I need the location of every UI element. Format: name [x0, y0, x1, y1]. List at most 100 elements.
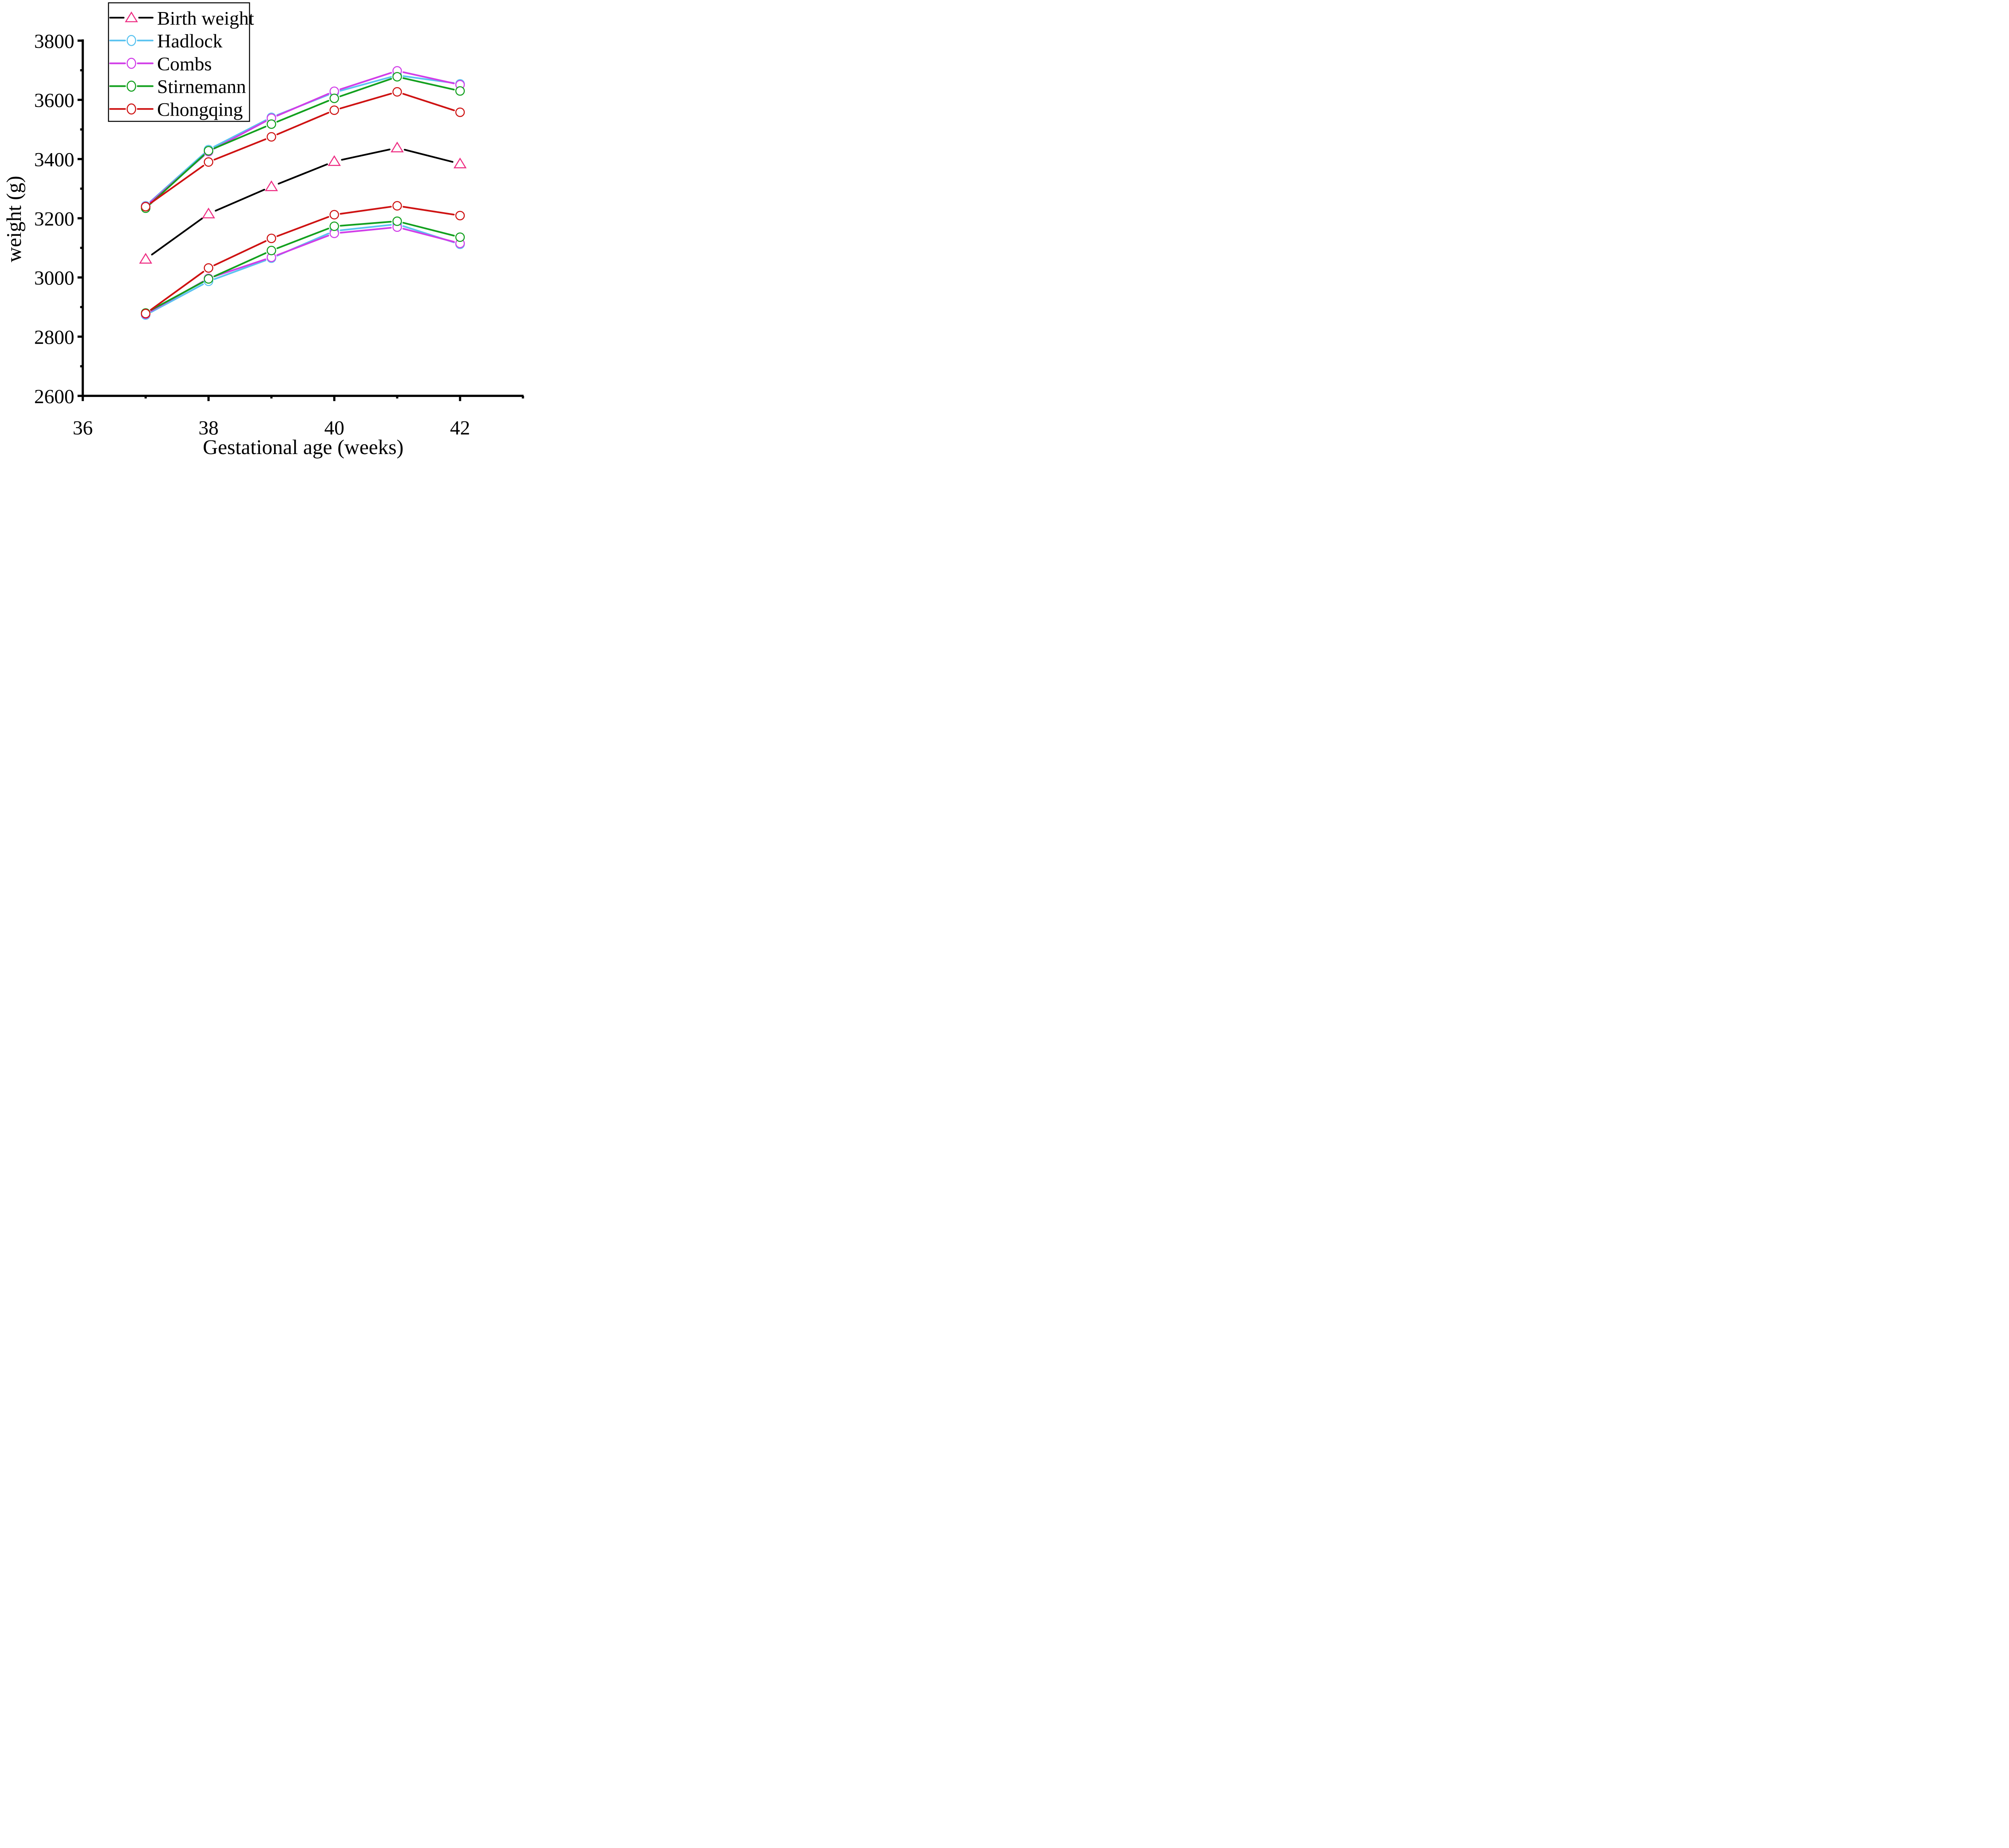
series-segment [340, 224, 392, 231]
legend-entry: Hadlock [109, 31, 223, 52]
series-segment [276, 216, 329, 237]
circle-marker [455, 211, 465, 221]
series-segment [213, 259, 266, 280]
series-segment [150, 271, 205, 311]
legend-label: Chongqing [157, 99, 243, 120]
circle-marker [455, 86, 465, 96]
circle-marker [392, 216, 402, 226]
series-segment [213, 125, 267, 149]
series-segment [150, 281, 204, 311]
x-axis-title: Gestational age (weeks) [203, 436, 404, 459]
series-segment [339, 78, 392, 97]
series-segment [213, 119, 267, 148]
legend-label: Stirnemann [157, 76, 246, 98]
series [141, 222, 465, 319]
series-segment [402, 77, 455, 91]
y-tick-label: 3200 [34, 207, 74, 230]
legend-entry: Birth weight [109, 8, 254, 29]
series-segment [276, 100, 329, 123]
y-tick-label: 3800 [34, 30, 74, 52]
series-segment [213, 240, 267, 266]
legend-entry: Chongqing [109, 99, 243, 120]
triangle-marker [139, 253, 152, 264]
triangle-marker [391, 141, 404, 153]
circle-marker [266, 233, 276, 244]
series [141, 87, 465, 212]
series-segment [402, 206, 455, 216]
series-segment [215, 188, 265, 212]
triangle-marker [202, 207, 215, 219]
series [141, 216, 465, 318]
series-segment [402, 71, 455, 84]
series-segment [340, 206, 392, 215]
legend-circle-marker [127, 103, 136, 115]
series-segment [341, 148, 391, 161]
y-tick-label: 3000 [34, 266, 74, 289]
circle-marker [329, 221, 339, 231]
fetal-weight-chart: 2600 2800 3000 3200 3400 3600 3800 36 38 40 42 Gest… [3, 2, 524, 459]
circle-marker [204, 274, 213, 284]
series-segment [276, 227, 329, 249]
circle-marker [329, 210, 339, 220]
series-segment [276, 93, 329, 117]
y-tick-label: 2800 [34, 326, 74, 348]
triangle-marker [327, 155, 341, 166]
legend: Birth weightHadlockCombsStirnemannChongq… [108, 2, 254, 122]
series [141, 201, 465, 319]
series-segment [340, 76, 392, 92]
series-segment [151, 217, 203, 256]
legend-label: Hadlock [157, 31, 223, 52]
series-segment [276, 112, 329, 135]
circle-marker [329, 94, 339, 103]
x-tick-label: 40 [324, 416, 344, 439]
triangle-marker [453, 158, 467, 168]
x-tick-label: 42 [450, 416, 470, 439]
y-axis-title: weight (g) [3, 176, 26, 262]
circle-marker [204, 263, 213, 273]
circle-marker [266, 246, 276, 256]
series-segment [149, 154, 205, 205]
figure-page: 2600 2800 3000 3200 3400 3600 3800 36 38 40 42 Gest… [0, 0, 528, 462]
circle-marker [455, 232, 465, 242]
series [139, 141, 467, 264]
axes: 2600 2800 3000 3200 3400 3600 3800 36 38 40 42 Gest… [3, 30, 524, 459]
legend-label: Combs [157, 53, 212, 75]
series-segment [339, 72, 392, 90]
legend-entry: Combs [109, 53, 212, 75]
circle-marker [204, 146, 213, 156]
series-segment [340, 227, 392, 234]
circle-marker [329, 105, 339, 115]
legend-triangle-marker [125, 11, 138, 23]
series-segment [213, 138, 267, 161]
series-segment [402, 222, 455, 237]
legend-circle-marker [127, 57, 136, 69]
series-segment [278, 163, 328, 185]
circle-marker [455, 107, 465, 117]
series-segment [276, 235, 329, 256]
legend-entry: Stirnemann [109, 76, 246, 98]
y-tick-label: 3600 [34, 89, 74, 111]
series-segment [402, 93, 455, 111]
triangle-marker [265, 180, 278, 191]
series-segment [340, 221, 392, 227]
series-segment [213, 252, 267, 277]
y-tick-label: 2600 [34, 385, 74, 407]
legend-label: Birth weight [157, 8, 254, 29]
series-segment [339, 92, 392, 109]
circle-marker [204, 157, 213, 167]
legend-circle-marker [127, 35, 136, 46]
series-segment [213, 258, 266, 277]
circle-marker [266, 132, 276, 142]
series [141, 219, 465, 320]
series-segment [150, 165, 205, 204]
circle-marker [392, 72, 402, 82]
series-segment [404, 149, 454, 163]
series-group [139, 66, 467, 320]
series-segment [402, 228, 455, 243]
circle-marker [141, 202, 151, 212]
legend-circle-marker [127, 80, 136, 92]
series-segment [150, 283, 204, 313]
circle-marker [141, 309, 151, 319]
circle-marker [392, 87, 402, 97]
y-tick-label: 3400 [34, 148, 74, 171]
